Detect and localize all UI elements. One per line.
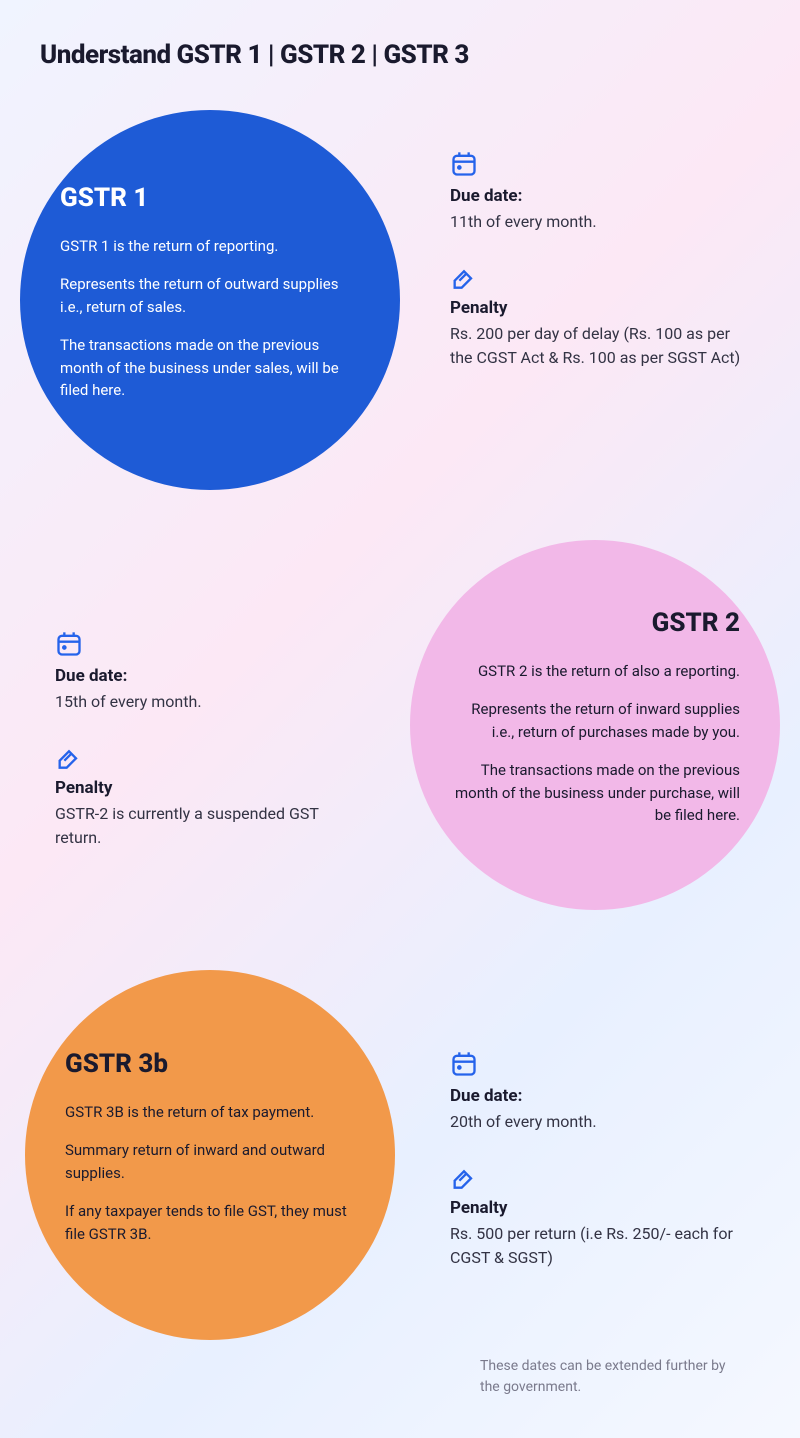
gstr2-circle: GSTR 2 GSTR 2 is the return of also a re…: [410, 540, 780, 910]
gstr3b-text-2: Summary return of inward and outward sup…: [65, 1139, 355, 1184]
gstr3b-text-1: GSTR 3B is the return of tax payment.: [65, 1101, 355, 1124]
gstr1-penalty-block: Penalty Rs. 200 per day of delay (Rs. 10…: [450, 262, 750, 370]
gstr3b-info: Due date: 20th of every month. Penalty R…: [450, 1050, 750, 1298]
gstr3b-penalty-value: Rs. 500 per return (i.e Rs. 250/- each f…: [450, 1222, 750, 1270]
gstr2-text-2: Represents the return of inward supplies…: [450, 698, 740, 743]
calendar-icon: [55, 630, 83, 658]
gstr3b-circle: GSTR 3b GSTR 3B is the return of tax pay…: [25, 970, 395, 1340]
gstr3b-penalty-block: Penalty Rs. 500 per return (i.e Rs. 250/…: [450, 1162, 750, 1270]
eraser-icon: [450, 1162, 478, 1190]
gstr2-text-1: GSTR 2 is the return of also a reporting…: [478, 660, 740, 683]
gstr1-info: Due date: 11th of every month. Penalty R…: [450, 150, 750, 398]
calendar-icon: [450, 150, 478, 178]
gstr2-penalty-label: Penalty: [55, 778, 355, 798]
gstr1-penalty-label: Penalty: [450, 298, 750, 318]
gstr1-text-3: The transactions made on the previous mo…: [60, 334, 350, 402]
gstr2-heading: GSTR 2: [652, 608, 740, 638]
gstr3b-penalty-label: Penalty: [450, 1198, 750, 1218]
footnote-text: These dates can be extended further by t…: [480, 1356, 740, 1398]
gstr3b-text-3: If any taxpayer tends to file GST, they …: [65, 1200, 355, 1245]
gstr2-penalty-value: GSTR-2 is currently a suspended GST retu…: [55, 802, 355, 850]
gstr1-due-value: 11th of every month.: [450, 210, 750, 234]
gstr3b-heading: GSTR 3b: [65, 1049, 355, 1079]
eraser-icon: [450, 262, 478, 290]
gstr1-text-1: GSTR 1 is the return of reporting.: [60, 235, 350, 258]
gstr1-heading: GSTR 1: [60, 183, 360, 213]
gstr2-due-label: Due date:: [55, 666, 355, 686]
gstr2-due-value: 15th of every month.: [55, 690, 355, 714]
gstr1-due-label: Due date:: [450, 186, 750, 206]
calendar-icon: [450, 1050, 478, 1078]
gstr1-circle: GSTR 1 GSTR 1 is the return of reporting…: [20, 110, 400, 490]
gstr2-due-block: Due date: 15th of every month.: [55, 630, 355, 714]
page-title: Understand GSTR 1 | GSTR 2 | GSTR 3: [40, 40, 469, 70]
gstr2-text-3: The transactions made on the previous mo…: [450, 759, 740, 827]
gstr1-penalty-value: Rs. 200 per day of delay (Rs. 100 as per…: [450, 322, 750, 370]
eraser-icon: [55, 742, 83, 770]
gstr1-due-block: Due date: 11th of every month.: [450, 150, 750, 234]
gstr1-text-2: Represents the return of outward supplie…: [60, 273, 350, 318]
gstr2-penalty-block: Penalty GSTR-2 is currently a suspended …: [55, 742, 355, 850]
gstr3b-due-block: Due date: 20th of every month.: [450, 1050, 750, 1134]
gstr2-info: Due date: 15th of every month. Penalty G…: [55, 630, 355, 878]
gstr3b-due-label: Due date:: [450, 1086, 750, 1106]
gstr3b-due-value: 20th of every month.: [450, 1110, 750, 1134]
